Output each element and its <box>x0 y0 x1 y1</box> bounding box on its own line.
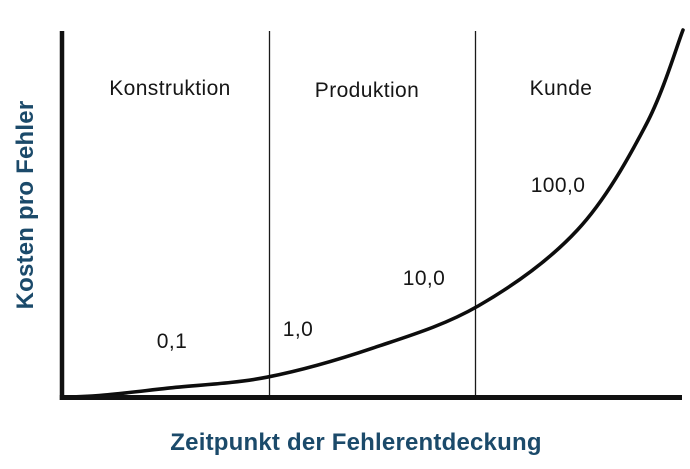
cost-value-100-0: 100,0 <box>530 174 586 197</box>
phase-label-konstruktion: Konstruktion <box>109 77 231 100</box>
y-axis-label: Kosten pro Fehler <box>12 100 39 310</box>
cost-value-1-0: 1,0 <box>282 318 314 341</box>
x-axis-label: Zeitpunkt der Fehlerentdeckung <box>170 429 542 456</box>
cost-value-10-0: 10,0 <box>402 267 446 290</box>
phase-label-produktion: Produktion <box>314 79 420 102</box>
phase-label-kunde: Kunde <box>529 77 593 100</box>
cost-curve <box>60 28 685 399</box>
cost-value-0-1: 0,1 <box>156 330 188 353</box>
